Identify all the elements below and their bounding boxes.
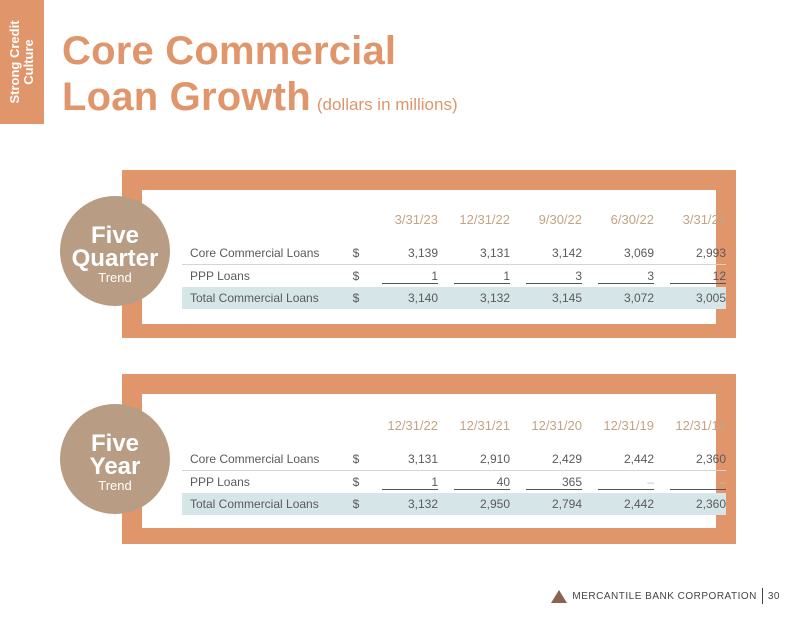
column-header: 3/31/23 — [394, 212, 438, 227]
company-name: MERCANTILE BANK CORPORATION — [572, 590, 757, 602]
cell-value: 3,140 — [366, 287, 438, 309]
cell-value: 1 — [382, 475, 438, 490]
table-row-total: Total Commercial Loans $ 3,132 2,950 2,7… — [182, 493, 726, 515]
cell-value: 2,910 — [438, 448, 510, 471]
cell-value: 3,132 — [366, 493, 438, 515]
row-label: Core Commercial Loans — [182, 448, 346, 471]
cell-value: 365 — [526, 475, 582, 490]
title-subtitle: (dollars in millions) — [316, 95, 458, 114]
cell-value: 3,139 — [366, 242, 438, 265]
column-header: 12/31/19 — [603, 418, 654, 433]
cell-value: 3,142 — [510, 242, 582, 265]
row-label: Core Commercial Loans — [182, 242, 346, 265]
cell-value: 2,442 — [582, 448, 654, 471]
cell-value: 2,360 — [654, 448, 726, 471]
cell-value: 12 — [670, 269, 726, 284]
cell-value: 2,993 — [654, 242, 726, 265]
table-row: Core Commercial Loans $ 3,131 2,910 2,42… — [182, 448, 726, 471]
quarter-badge-line3: Trend — [98, 270, 132, 285]
cell-value: 1 — [454, 269, 510, 284]
cell-value: 1 — [382, 269, 438, 284]
title-line2-text: Loan Growth — [62, 75, 311, 119]
quarter-badge-line2: Quarter — [71, 245, 159, 272]
cell-value: 3 — [526, 269, 582, 284]
title-line2: Loan Growth (dollars in millions) — [62, 74, 458, 128]
page-number: 30 — [767, 590, 780, 602]
column-header: 12/31/20 — [531, 418, 582, 433]
year-badge: Five Year Trend — [60, 404, 170, 514]
cell-value: 3,069 — [582, 242, 654, 265]
dollar-sign: $ — [352, 475, 360, 489]
cell-value: 2,360 — [654, 493, 726, 515]
table-row: PPP Loans $ 1 1 3 3 12 — [182, 265, 726, 288]
column-header: 12/31/21 — [459, 418, 510, 433]
cell-value: 2,429 — [510, 448, 582, 471]
cell-value: 3,131 — [438, 242, 510, 265]
table-row-total: Total Commercial Loans $ 3,140 3,132 3,1… — [182, 287, 726, 309]
table-header-row: 3/31/23 12/31/22 9/30/22 6/30/22 3/31/22 — [182, 212, 726, 242]
row-label: Total Commercial Loans — [182, 287, 346, 309]
dollar-sign: $ — [352, 269, 360, 283]
quarter-badge-line1: Five — [90, 222, 140, 249]
page-title: Core Commercial Loan Growth (dollars in m… — [62, 28, 458, 128]
row-label: PPP Loans — [190, 475, 250, 489]
year-badge-line3: Trend — [98, 478, 132, 493]
year-table: 12/31/22 12/31/21 12/31/20 12/31/19 12/3… — [182, 418, 726, 515]
dollar-sign: $ — [346, 493, 366, 515]
cell-value: 3 — [598, 269, 654, 284]
cell-value: 3,132 — [438, 287, 510, 309]
quarter-badge: Five Quarter Trend — [60, 196, 170, 306]
cell-value: 40 — [454, 475, 510, 490]
year-badge-line2: Year — [89, 453, 141, 480]
table-row: PPP Loans $ 1 40 365 – – — [182, 471, 726, 494]
row-label: Total Commercial Loans — [182, 493, 346, 515]
section-tab-label: Strong Credit Culture — [7, 20, 36, 104]
year-badge-line1: Five — [90, 430, 140, 457]
column-header: 12/31/22 — [387, 418, 438, 433]
cell-value: 3,145 — [510, 287, 582, 309]
section-tab-line2: Culture — [21, 39, 36, 85]
column-header: 12/31/18 — [675, 418, 726, 433]
title-line1: Core Commercial — [62, 29, 397, 73]
cell-value: – — [598, 475, 654, 490]
column-header: 12/31/22 — [459, 212, 510, 227]
footer-divider — [761, 588, 763, 604]
cell-value: 2,442 — [582, 493, 654, 515]
dollar-sign: $ — [346, 242, 366, 265]
cell-value: 3,072 — [582, 287, 654, 309]
cell-value: 3,005 — [654, 287, 726, 309]
footer: MERCANTILE BANK CORPORATION 30 — [551, 588, 780, 604]
company-logo-icon — [551, 589, 568, 603]
table-header-row: 12/31/22 12/31/21 12/31/20 12/31/19 12/3… — [182, 418, 726, 448]
column-header: 6/30/22 — [610, 212, 654, 227]
cell-value: – — [670, 475, 726, 490]
row-label: PPP Loans — [190, 269, 250, 283]
section-tab: Strong Credit Culture — [0, 0, 44, 124]
column-header: 9/30/22 — [538, 212, 582, 227]
section-tab-line1: Strong Credit — [7, 20, 22, 104]
dollar-sign: $ — [346, 448, 366, 471]
column-header: 3/31/22 — [682, 212, 726, 227]
cell-value: 2,950 — [438, 493, 510, 515]
dollar-sign: $ — [346, 287, 366, 309]
cell-value: 3,131 — [366, 448, 438, 471]
table-row: Core Commercial Loans $ 3,139 3,131 3,14… — [182, 242, 726, 265]
quarter-table: 3/31/23 12/31/22 9/30/22 6/30/22 3/31/22… — [182, 212, 726, 309]
cell-value: 2,794 — [510, 493, 582, 515]
